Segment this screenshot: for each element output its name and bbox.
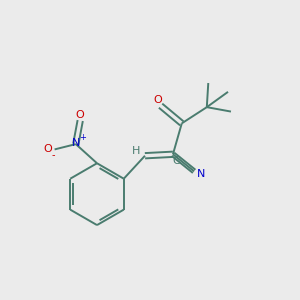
Text: -: -	[51, 150, 55, 160]
Text: C: C	[172, 156, 180, 166]
Text: N: N	[197, 169, 206, 179]
Text: O: O	[76, 110, 85, 120]
Text: +: +	[79, 133, 86, 142]
Text: O: O	[44, 144, 52, 154]
Text: O: O	[154, 95, 163, 105]
Text: H: H	[132, 146, 140, 156]
Text: N: N	[72, 138, 80, 148]
